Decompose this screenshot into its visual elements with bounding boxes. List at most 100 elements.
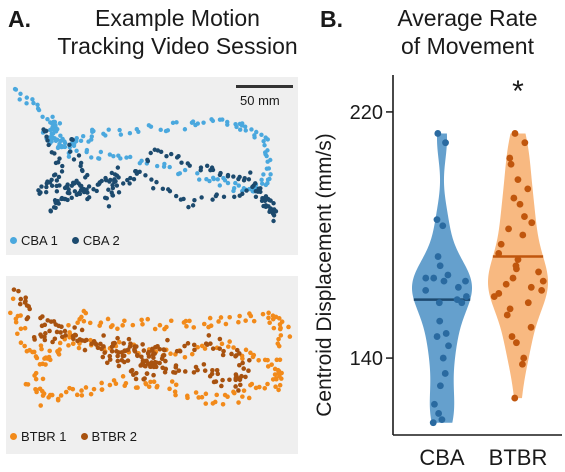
track-point	[103, 133, 108, 138]
track-point	[262, 150, 268, 155]
panel-a-title: Example Motion Tracking Video Session	[45, 4, 310, 60]
data-point-btbr	[511, 130, 519, 137]
track-point	[78, 163, 83, 169]
track-point	[52, 336, 58, 342]
data-point-cba	[433, 333, 441, 340]
track-point	[219, 383, 224, 389]
track-point	[215, 177, 220, 182]
track-point	[99, 387, 105, 392]
track-point	[18, 91, 23, 96]
track-point	[79, 393, 85, 398]
data-point-btbr	[510, 194, 518, 202]
track-point	[78, 183, 83, 188]
track-point	[53, 138, 59, 144]
track-point	[199, 394, 205, 400]
track-point	[43, 362, 48, 367]
track-point	[136, 129, 141, 134]
y-tick-label: 220	[350, 102, 383, 124]
data-point-btbr	[527, 283, 535, 291]
data-point-cba	[433, 216, 441, 224]
track-point	[217, 183, 222, 188]
track-point	[109, 170, 115, 176]
track-point	[192, 197, 197, 203]
track-point	[115, 353, 120, 359]
track-point	[202, 346, 208, 351]
track-point	[173, 382, 179, 388]
track-point	[121, 359, 127, 365]
track-point	[154, 383, 160, 389]
track-point	[199, 195, 204, 200]
track-point	[277, 382, 283, 388]
data-point-cba	[429, 419, 437, 427]
track-point	[69, 195, 74, 200]
track-point	[107, 357, 113, 362]
track-point	[63, 389, 69, 395]
data-point-btbr	[514, 256, 522, 264]
track-point	[206, 333, 212, 338]
track-point	[54, 329, 60, 335]
track-point	[193, 364, 199, 370]
track-point	[214, 392, 220, 398]
track-point	[276, 343, 282, 349]
track-point	[225, 122, 230, 127]
track-point	[125, 358, 131, 363]
track-point	[91, 386, 97, 392]
legend-item-cba-2: CBA 2	[71, 233, 120, 248]
track-point	[202, 368, 208, 373]
data-point-btbr	[527, 323, 535, 331]
track-point	[55, 160, 61, 165]
track-point	[38, 403, 44, 408]
track-point	[35, 102, 40, 107]
track-point	[114, 183, 120, 188]
legend-swatch	[10, 433, 17, 440]
track-point	[207, 315, 213, 321]
track-point	[38, 332, 43, 337]
track-point	[164, 153, 169, 159]
data-point-cba	[430, 274, 438, 282]
track-point	[18, 326, 24, 332]
track-point	[66, 322, 71, 328]
track-point	[261, 172, 266, 177]
data-point-btbr	[535, 268, 542, 276]
track-point	[117, 127, 122, 133]
track-point	[247, 357, 252, 363]
track-point	[122, 383, 128, 389]
track-point	[148, 379, 153, 385]
violin-body-cba	[412, 133, 472, 423]
track-point	[131, 372, 136, 378]
track-point	[237, 313, 242, 319]
track-point	[185, 341, 191, 346]
panel-a-letter: A.	[8, 6, 31, 32]
track-point	[176, 368, 182, 373]
track-point	[271, 218, 276, 224]
track-point	[88, 391, 94, 397]
data-point-cba	[422, 274, 430, 282]
track-point	[225, 344, 231, 349]
track-point	[131, 177, 137, 182]
track-point	[123, 348, 128, 354]
track-point	[96, 156, 101, 161]
track-point	[81, 318, 87, 324]
track-point	[187, 318, 192, 324]
track-point	[58, 133, 63, 138]
track-point	[252, 135, 257, 140]
track-point	[106, 187, 111, 192]
track-point	[167, 164, 172, 170]
track-point	[160, 186, 166, 192]
data-point-btbr	[524, 299, 532, 307]
track-point	[174, 155, 180, 160]
track-point	[182, 167, 188, 173]
track-point	[52, 119, 58, 125]
track-point	[59, 324, 64, 329]
track-point	[236, 183, 241, 188]
track-point	[161, 164, 167, 169]
data-point-cba	[462, 277, 469, 285]
track-point	[133, 376, 139, 382]
track-point	[51, 205, 57, 210]
track-point	[116, 175, 121, 180]
track-point	[24, 101, 29, 106]
track-point	[160, 353, 166, 359]
track-point	[122, 318, 127, 324]
data-point-btbr	[524, 185, 532, 193]
track-point	[259, 181, 265, 186]
